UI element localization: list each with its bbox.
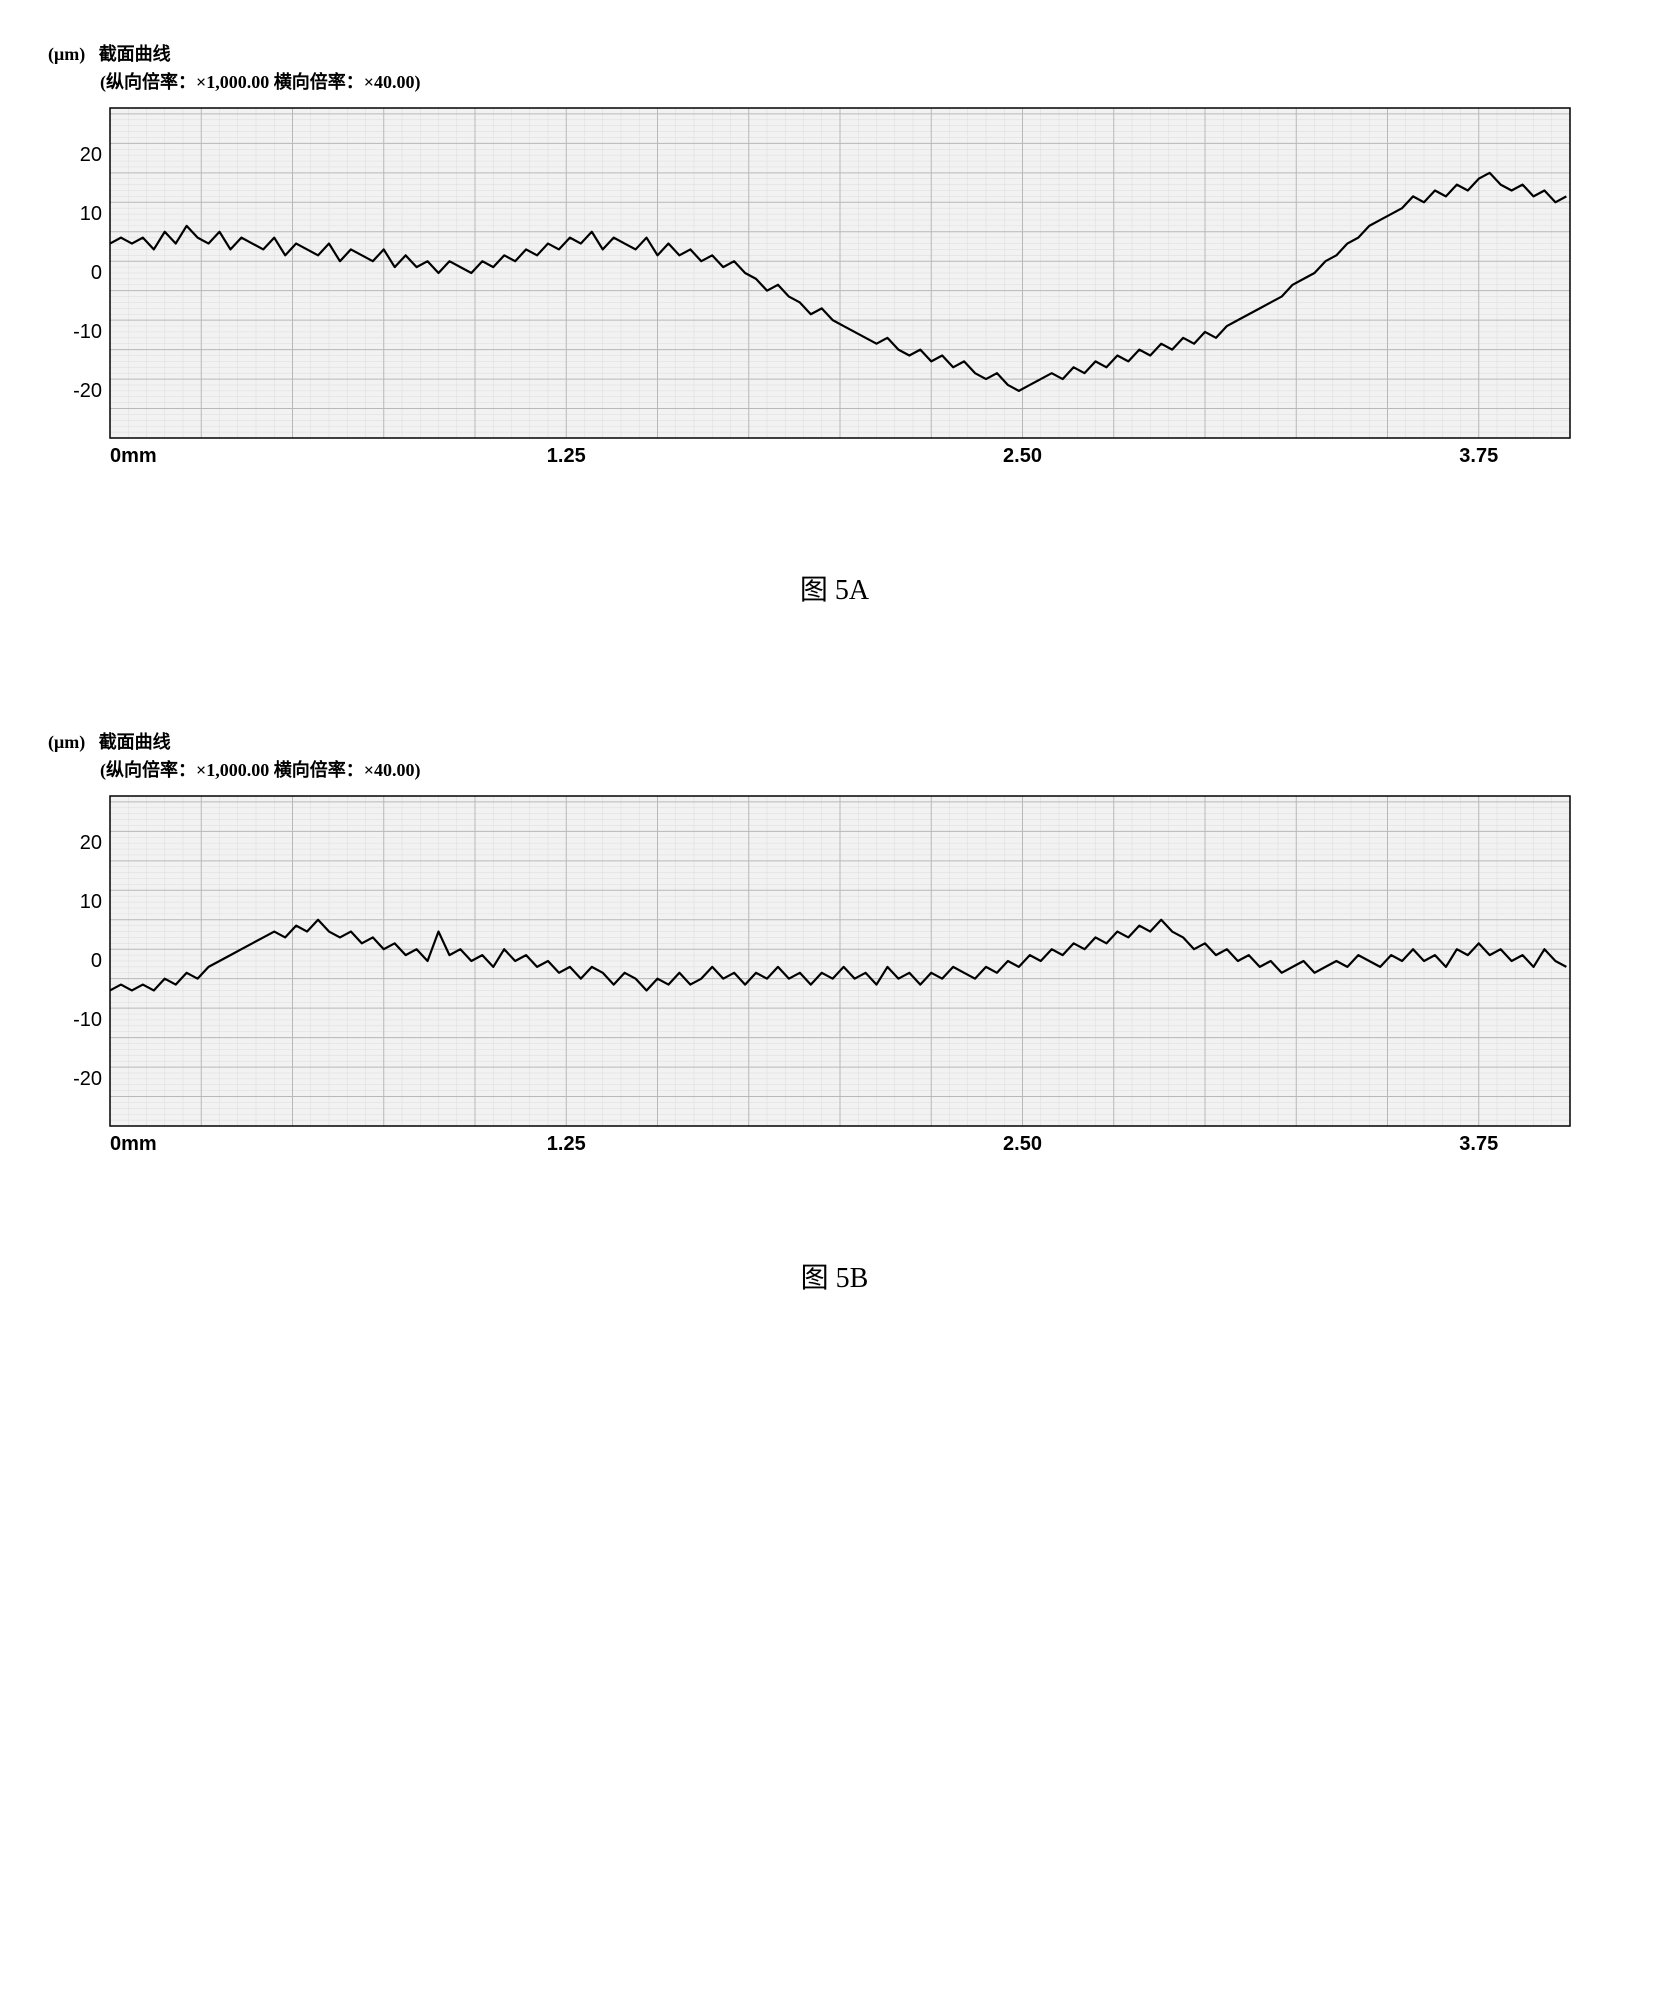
svg-text:10: 10 bbox=[80, 891, 102, 913]
unit-label: (μm) bbox=[48, 732, 85, 752]
svg-text:3.75: 3.75 bbox=[1459, 445, 1498, 467]
svg-text:-20: -20 bbox=[73, 1068, 102, 1090]
svg-text:3.75: 3.75 bbox=[1459, 1133, 1498, 1155]
caption-b: 图 5B bbox=[40, 1256, 1629, 1296]
svg-text:1.25: 1.25 bbox=[547, 445, 586, 467]
svg-text:1.25: 1.25 bbox=[547, 1133, 586, 1155]
svg-text:0: 0 bbox=[91, 950, 102, 972]
svg-text:20: 20 bbox=[80, 832, 102, 854]
svg-text:2.50: 2.50 bbox=[1003, 1133, 1042, 1155]
chart-title: 截面曲线 bbox=[99, 44, 171, 64]
figure-a: (μm) 截面曲线 (纵向倍率：×1,000.00 横向倍率：×40.00) 2… bbox=[40, 40, 1629, 608]
chart-a-subheader: (纵向倍率：×1,000.00 横向倍率：×40.00) bbox=[40, 68, 1629, 94]
svg-text:0mm: 0mm bbox=[110, 1133, 157, 1155]
svg-text:20: 20 bbox=[80, 144, 102, 166]
chart-b-header: (μm) 截面曲线 bbox=[40, 728, 1629, 754]
caption-a: 图 5A bbox=[40, 568, 1629, 608]
svg-text:2.50: 2.50 bbox=[1003, 445, 1042, 467]
chart-b-plot: 20 10 0 -10 -20 0mm 1.25 2.50 3.75 bbox=[40, 786, 1629, 1166]
chart-a-header: (μm) 截面曲线 bbox=[40, 40, 1629, 66]
chart-b-subheader: (纵向倍率：×1,000.00 横向倍率：×40.00) bbox=[40, 756, 1629, 782]
svg-text:0mm: 0mm bbox=[110, 445, 157, 467]
svg-text:-20: -20 bbox=[73, 380, 102, 402]
svg-text:0: 0 bbox=[91, 262, 102, 284]
svg-text:10: 10 bbox=[80, 203, 102, 225]
chart-a-plot: 20 10 0 -10 -20 0mm 1.25 2.50 3.75 bbox=[40, 98, 1629, 478]
svg-text:-10: -10 bbox=[73, 1009, 102, 1031]
svg-text:-10: -10 bbox=[73, 321, 102, 343]
chart-title: 截面曲线 bbox=[99, 732, 171, 752]
unit-label: (μm) bbox=[48, 44, 85, 64]
figure-b: (μm) 截面曲线 (纵向倍率：×1,000.00 横向倍率：×40.00) 2… bbox=[40, 728, 1629, 1296]
